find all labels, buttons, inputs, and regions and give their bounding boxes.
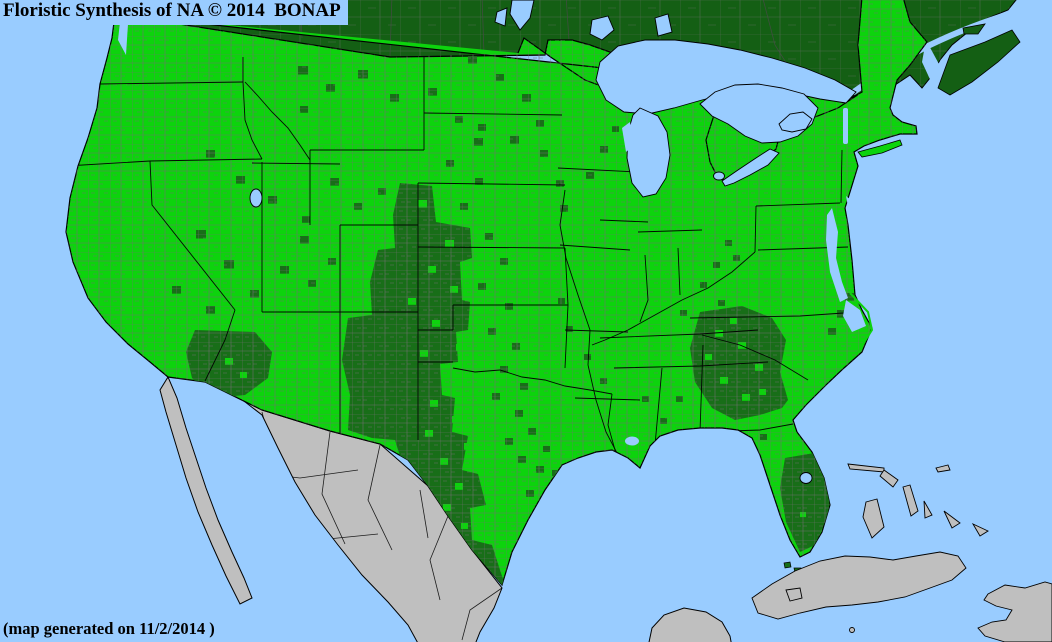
bay-of-fundy [922,40,940,88]
outer-banks [849,292,874,353]
cayman-island [849,627,855,633]
bahamas-islands [847,463,989,539]
long-island [857,139,903,158]
lake-of-the-woods [589,15,615,41]
cuba [751,551,967,620]
lake-champlain [843,108,848,144]
lake-okeechobee [799,472,813,484]
lake-erie [721,148,780,187]
great-lakes [595,39,857,198]
map-generated-date: (map generated on 11/2/2014 ) [0,617,224,642]
pamlico-sound [843,300,866,332]
lake-nipigon [654,13,673,37]
map-title: Floristic Synthesis of NA © 2014 BONAP [0,0,348,25]
prince-edward-island [962,23,986,35]
lake-pontchartrain [625,436,639,446]
minor-water-features [249,108,874,484]
lake-st-clair [713,171,725,181]
nova-scotia [937,29,1021,96]
green-bay [622,122,634,152]
lake-manitoba [494,7,508,27]
isla-de-la-juventud [785,587,803,602]
hispaniola [977,581,1052,642]
baja-california [159,375,253,605]
yucatan-peninsula [648,607,732,642]
great-salt-lake [249,188,263,208]
lake-winnipeg [509,0,535,31]
islands [751,139,1052,642]
delaware-bay [846,196,858,212]
state-borders [66,55,859,466]
chesapeake-bay [826,208,848,302]
puget-sound [118,22,128,55]
lake-ontario [778,111,813,133]
